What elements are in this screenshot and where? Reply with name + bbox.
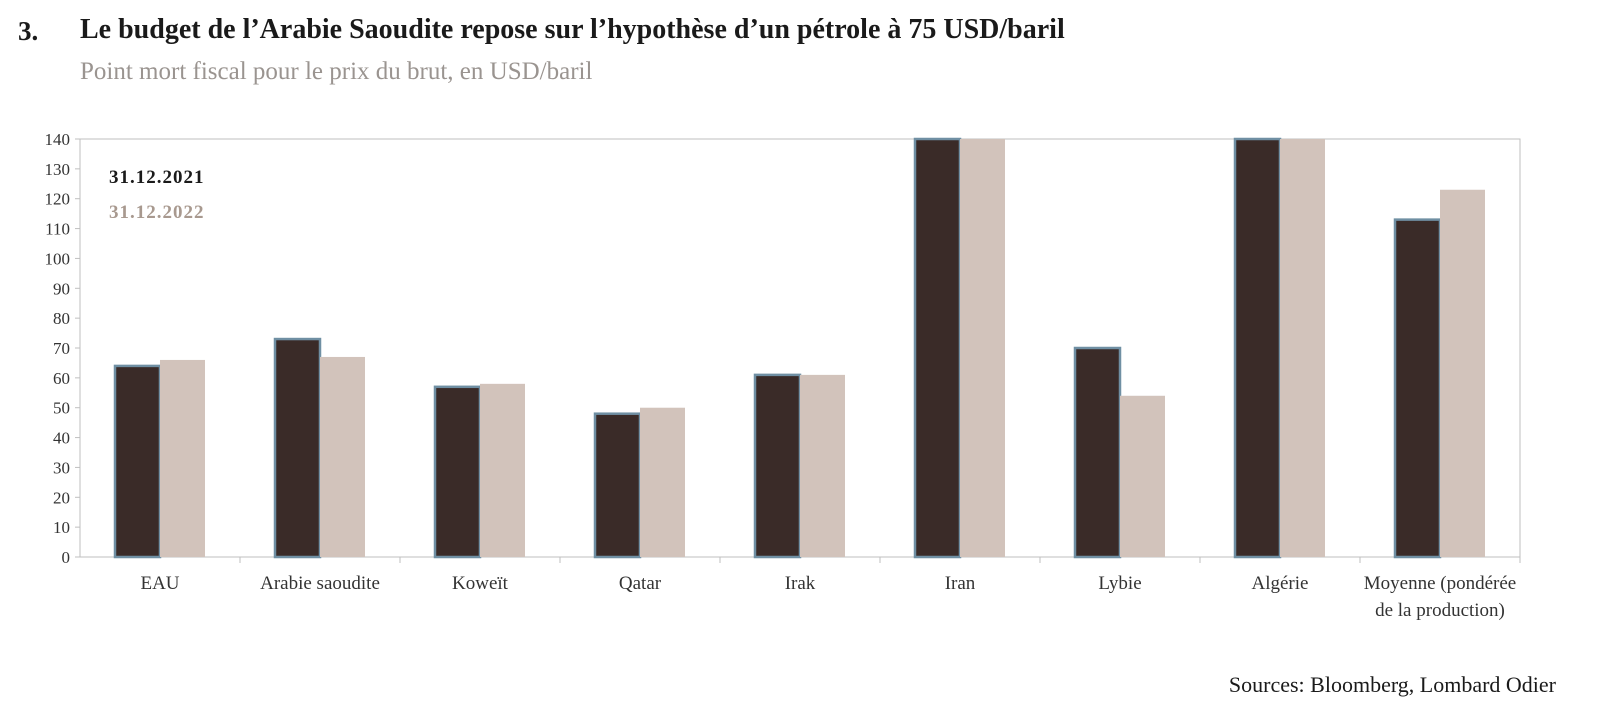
- y-tick-label: 90: [53, 279, 70, 298]
- chart-subtitle: Point mort fiscal pour le prix du brut, …: [80, 58, 593, 85]
- y-tick-label: 10: [53, 518, 70, 537]
- y-tick-label: 140: [45, 130, 71, 149]
- category-label: Lybie: [1098, 573, 1141, 594]
- bar-2021: [1233, 137, 1282, 559]
- bar-2022: [320, 356, 365, 557]
- category-label: Qatar: [619, 573, 662, 594]
- bar-2022: [640, 407, 685, 557]
- y-tick-label: 120: [45, 190, 71, 209]
- bar-2021: [593, 412, 642, 559]
- y-tick-label: 0: [62, 548, 71, 567]
- y-tick-label: 70: [53, 339, 70, 358]
- bar-2021: [1393, 218, 1442, 559]
- y-tick-label: 80: [53, 309, 70, 328]
- bar-2022: [1280, 139, 1325, 557]
- y-tick-label: 40: [53, 429, 70, 448]
- legend-2021: 31.12.2021: [109, 167, 205, 188]
- category-label: Moyenne (pondérée de la production): [1364, 573, 1516, 621]
- category-label: Koweït: [452, 573, 509, 594]
- bar-2022: [480, 383, 525, 557]
- bar-2022: [800, 374, 845, 557]
- category-label: Irak: [785, 573, 816, 594]
- bar-2021: [433, 385, 482, 559]
- bar-chart: 0 10 20 30 40 50 60 70 80 90 100 110 120 130 140 EAU Ara…: [45, 130, 1521, 621]
- bar-2022: [1440, 189, 1485, 557]
- bar-2022: [1120, 395, 1165, 557]
- y-tick-label: 100: [45, 249, 71, 268]
- chart-title: Le budget de l’Arabie Saoudite repose su…: [80, 14, 1065, 45]
- y-tick-label: 50: [53, 399, 70, 418]
- category-label: Algérie: [1252, 573, 1309, 594]
- bar-2021: [913, 137, 962, 559]
- legend-2022: 31.12.2022: [109, 202, 205, 223]
- source-note: Sources: Bloomberg, Lombard Odier: [1228, 672, 1556, 697]
- bar-2022: [960, 139, 1005, 557]
- y-tick-label: 20: [53, 488, 70, 507]
- bar-2021: [113, 364, 162, 559]
- bar-2021: [273, 337, 322, 559]
- chart-number: 3.: [18, 16, 39, 46]
- y-tick-label: 130: [45, 160, 71, 179]
- y-tick-label: 60: [53, 369, 70, 388]
- y-tick-label: 30: [53, 458, 70, 477]
- category-label: Arabie saoudite: [260, 573, 380, 594]
- bar-2021: [753, 373, 802, 559]
- bar-2021: [1073, 346, 1122, 559]
- y-tick-label: 110: [45, 220, 70, 239]
- category-label: EAU: [140, 573, 179, 594]
- category-label: Iran: [945, 573, 976, 594]
- bar-2022: [160, 359, 205, 557]
